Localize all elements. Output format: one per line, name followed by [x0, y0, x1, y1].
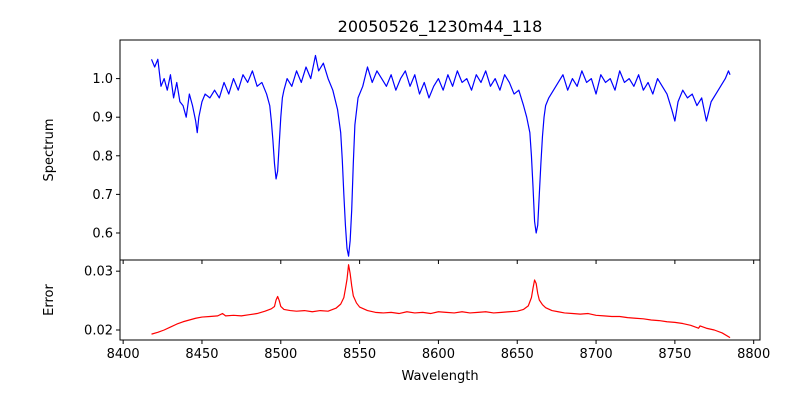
error-x-tick-label: 8450: [185, 347, 218, 362]
error-series-line: [151, 264, 731, 339]
spectrum-y-tick-label: 0.9: [92, 111, 113, 126]
error-y-ticks: 0.02 0.03: [84, 265, 120, 339]
error-x-tick-label: 8500: [264, 347, 297, 362]
spectrum-x-ticks: [122, 260, 755, 264]
error-panel: 0.02 0.03 8400 8450 8500 8550 8600 8650 8700 875…: [42, 259, 770, 384]
spectrum-y-tick-label: 1.0: [92, 72, 113, 87]
error-x-ticks: 8400 8450 8500 8550 8600 8650 8700 8750 8800: [107, 340, 770, 362]
chart-title: 20050526_1230m44_118: [338, 17, 543, 37]
error-x-tick-label: 8400: [107, 347, 140, 362]
spectrum-y-axis-label: Spectrum: [42, 119, 57, 182]
error-x-tick-label: 8750: [658, 347, 691, 362]
error-axes-frame: [119, 259, 761, 341]
error-x-tick-label: 8700: [580, 347, 613, 362]
spectrum-panel: 20050526_1230m44_118 0.6 0.7 0.8 0.9 1.0 Spe…: [42, 17, 761, 264]
spectrum-y-tick-label: 0.7: [92, 188, 113, 203]
error-y-tick-label: 0.02: [84, 324, 113, 339]
error-x-tick-label: 8800: [737, 347, 770, 362]
error-x-tick-label: 8600: [422, 347, 455, 362]
spectrum-y-ticks: 0.6 0.7 0.8 0.9 1.0: [92, 72, 120, 241]
error-y-axis-label: Error: [42, 284, 57, 316]
spectrum-series-line: [150, 54, 731, 257]
spectrum-y-tick-label: 0.8: [92, 149, 113, 164]
error-y-tick-label: 0.03: [84, 265, 113, 280]
x-axis-label: Wavelength: [401, 369, 478, 384]
error-x-tick-label: 8650: [501, 347, 534, 362]
error-x-tick-label: 8550: [343, 347, 376, 362]
spectrum-y-tick-label: 0.6: [92, 226, 113, 241]
